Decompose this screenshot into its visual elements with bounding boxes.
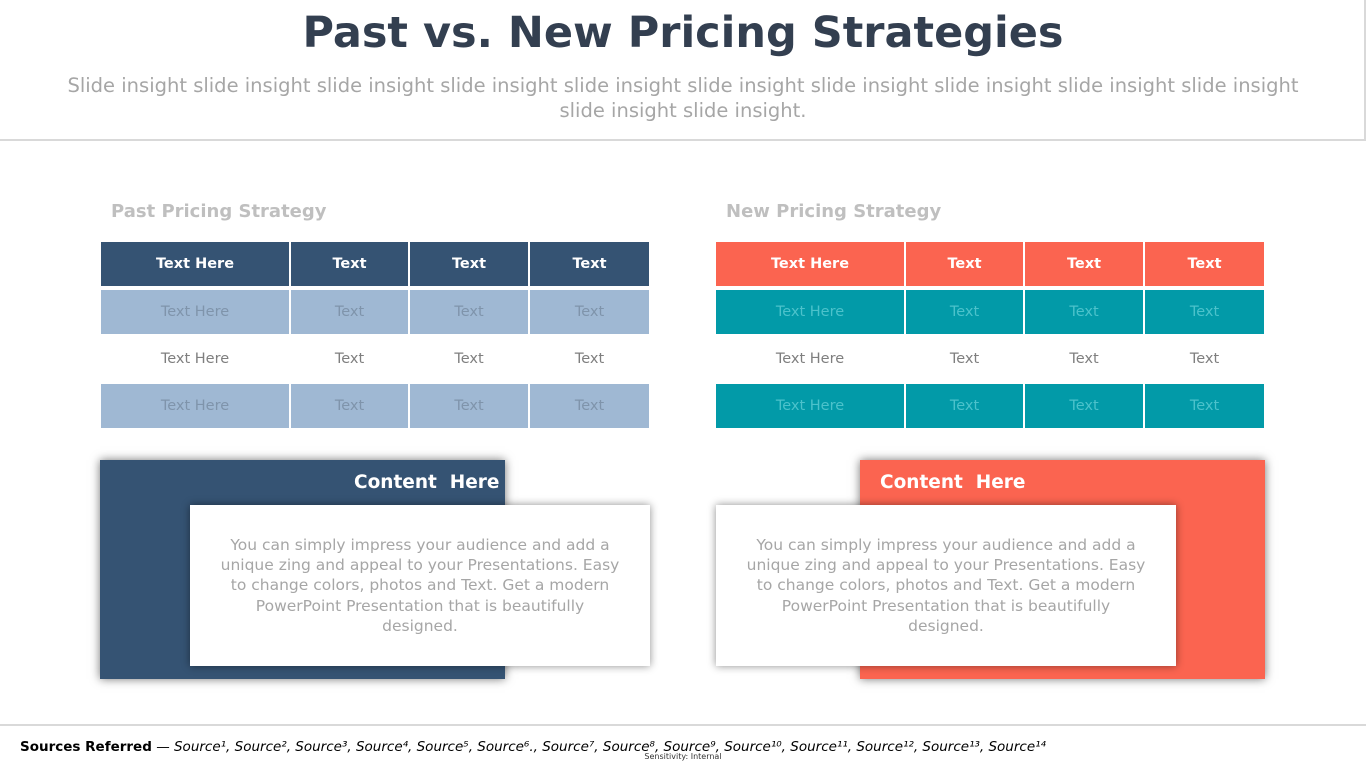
past-content-card-title: Content Here <box>354 472 500 493</box>
footer-divider <box>0 724 1366 726</box>
table-cell: Text <box>906 290 1025 334</box>
table-cell: Text <box>291 337 410 381</box>
table-cell: Text <box>906 384 1025 428</box>
past-content-card-text: You can simply impress your audience and… <box>220 535 620 635</box>
table-row: Text Here Text Text Text <box>716 290 1264 334</box>
table-row: Text Here Text Text Text <box>101 384 649 428</box>
table-cell: Text <box>1025 290 1145 334</box>
past-strategy-heading: Past Pricing Strategy <box>111 201 327 222</box>
table-header-cell: Text <box>1025 242 1145 286</box>
table-cell: Text Here <box>101 337 291 381</box>
new-content-card-title: Content Here <box>880 472 1026 493</box>
table-header-cell: Text Here <box>716 242 906 286</box>
slide-subtitle: Slide insight slide insight slide insigh… <box>67 74 1299 122</box>
table-cell: Text <box>1025 337 1145 381</box>
slide-title: Past vs. New Pricing Strategies <box>302 8 1064 58</box>
table-cell: Text <box>410 384 530 428</box>
sources-label: Sources Referred <box>20 739 152 755</box>
table-cell: Text <box>1189 351 1220 367</box>
table-cell: Text <box>1145 290 1264 334</box>
table-cell: Text <box>410 290 530 334</box>
new-content-card: You can simply impress your audience and… <box>716 505 1176 666</box>
table-row: Text Here Text Text Text <box>101 337 649 381</box>
table-cell: Text <box>1025 384 1145 428</box>
table-cell: Text Here <box>716 384 906 428</box>
new-pricing-table: Text Here Text Text Text Text Here Text … <box>716 242 1264 431</box>
header-divider <box>0 139 1366 141</box>
table-cell: Text <box>291 384 410 428</box>
sources-list: Source¹, Source², Source³, Source⁴, Sour… <box>173 739 1046 755</box>
table-row: Text Here Text Text Text <box>716 384 1264 428</box>
table-cell: Text Here <box>716 290 906 334</box>
sensitivity-label: Sensitivity: Internal <box>644 752 722 761</box>
table-row: Text Here Text Text Text <box>716 337 1264 381</box>
past-pricing-table: Text Here Text Text Text Text Here Text … <box>101 242 649 431</box>
table-header-cell: Text Here <box>101 242 291 286</box>
table-header-row: Text Here Text Text Text <box>101 242 649 286</box>
table-cell: Text <box>410 337 530 381</box>
table-cell: Text Here <box>101 290 291 334</box>
table-header-cell: Text <box>410 242 530 286</box>
sources-footer: Sources Referred — Source¹, Source², Sou… <box>20 739 1046 755</box>
table-cell: Text Here <box>716 337 906 381</box>
table-row: Text Here Text Text Text <box>101 290 649 334</box>
past-content-card: You can simply impress your audience and… <box>190 505 650 666</box>
table-header-cell: Text <box>291 242 410 286</box>
table-header-row: Text Here Text Text Text <box>716 242 1264 286</box>
table-header-cell: Text <box>530 242 649 286</box>
table-cell: Text <box>530 384 649 428</box>
table-cell: Text Here <box>101 384 291 428</box>
table-cell: Text <box>530 290 649 334</box>
table-cell: Text <box>906 337 1025 381</box>
table-cell: Text <box>574 351 605 367</box>
table-cell: Text <box>1145 384 1264 428</box>
new-strategy-heading: New Pricing Strategy <box>726 201 942 222</box>
table-header-cell: Text <box>1145 242 1264 286</box>
header-edge-line <box>1364 0 1366 140</box>
table-header-cell: Text <box>906 242 1025 286</box>
table-cell: Text <box>291 290 410 334</box>
new-content-card-text: You can simply impress your audience and… <box>746 535 1146 635</box>
